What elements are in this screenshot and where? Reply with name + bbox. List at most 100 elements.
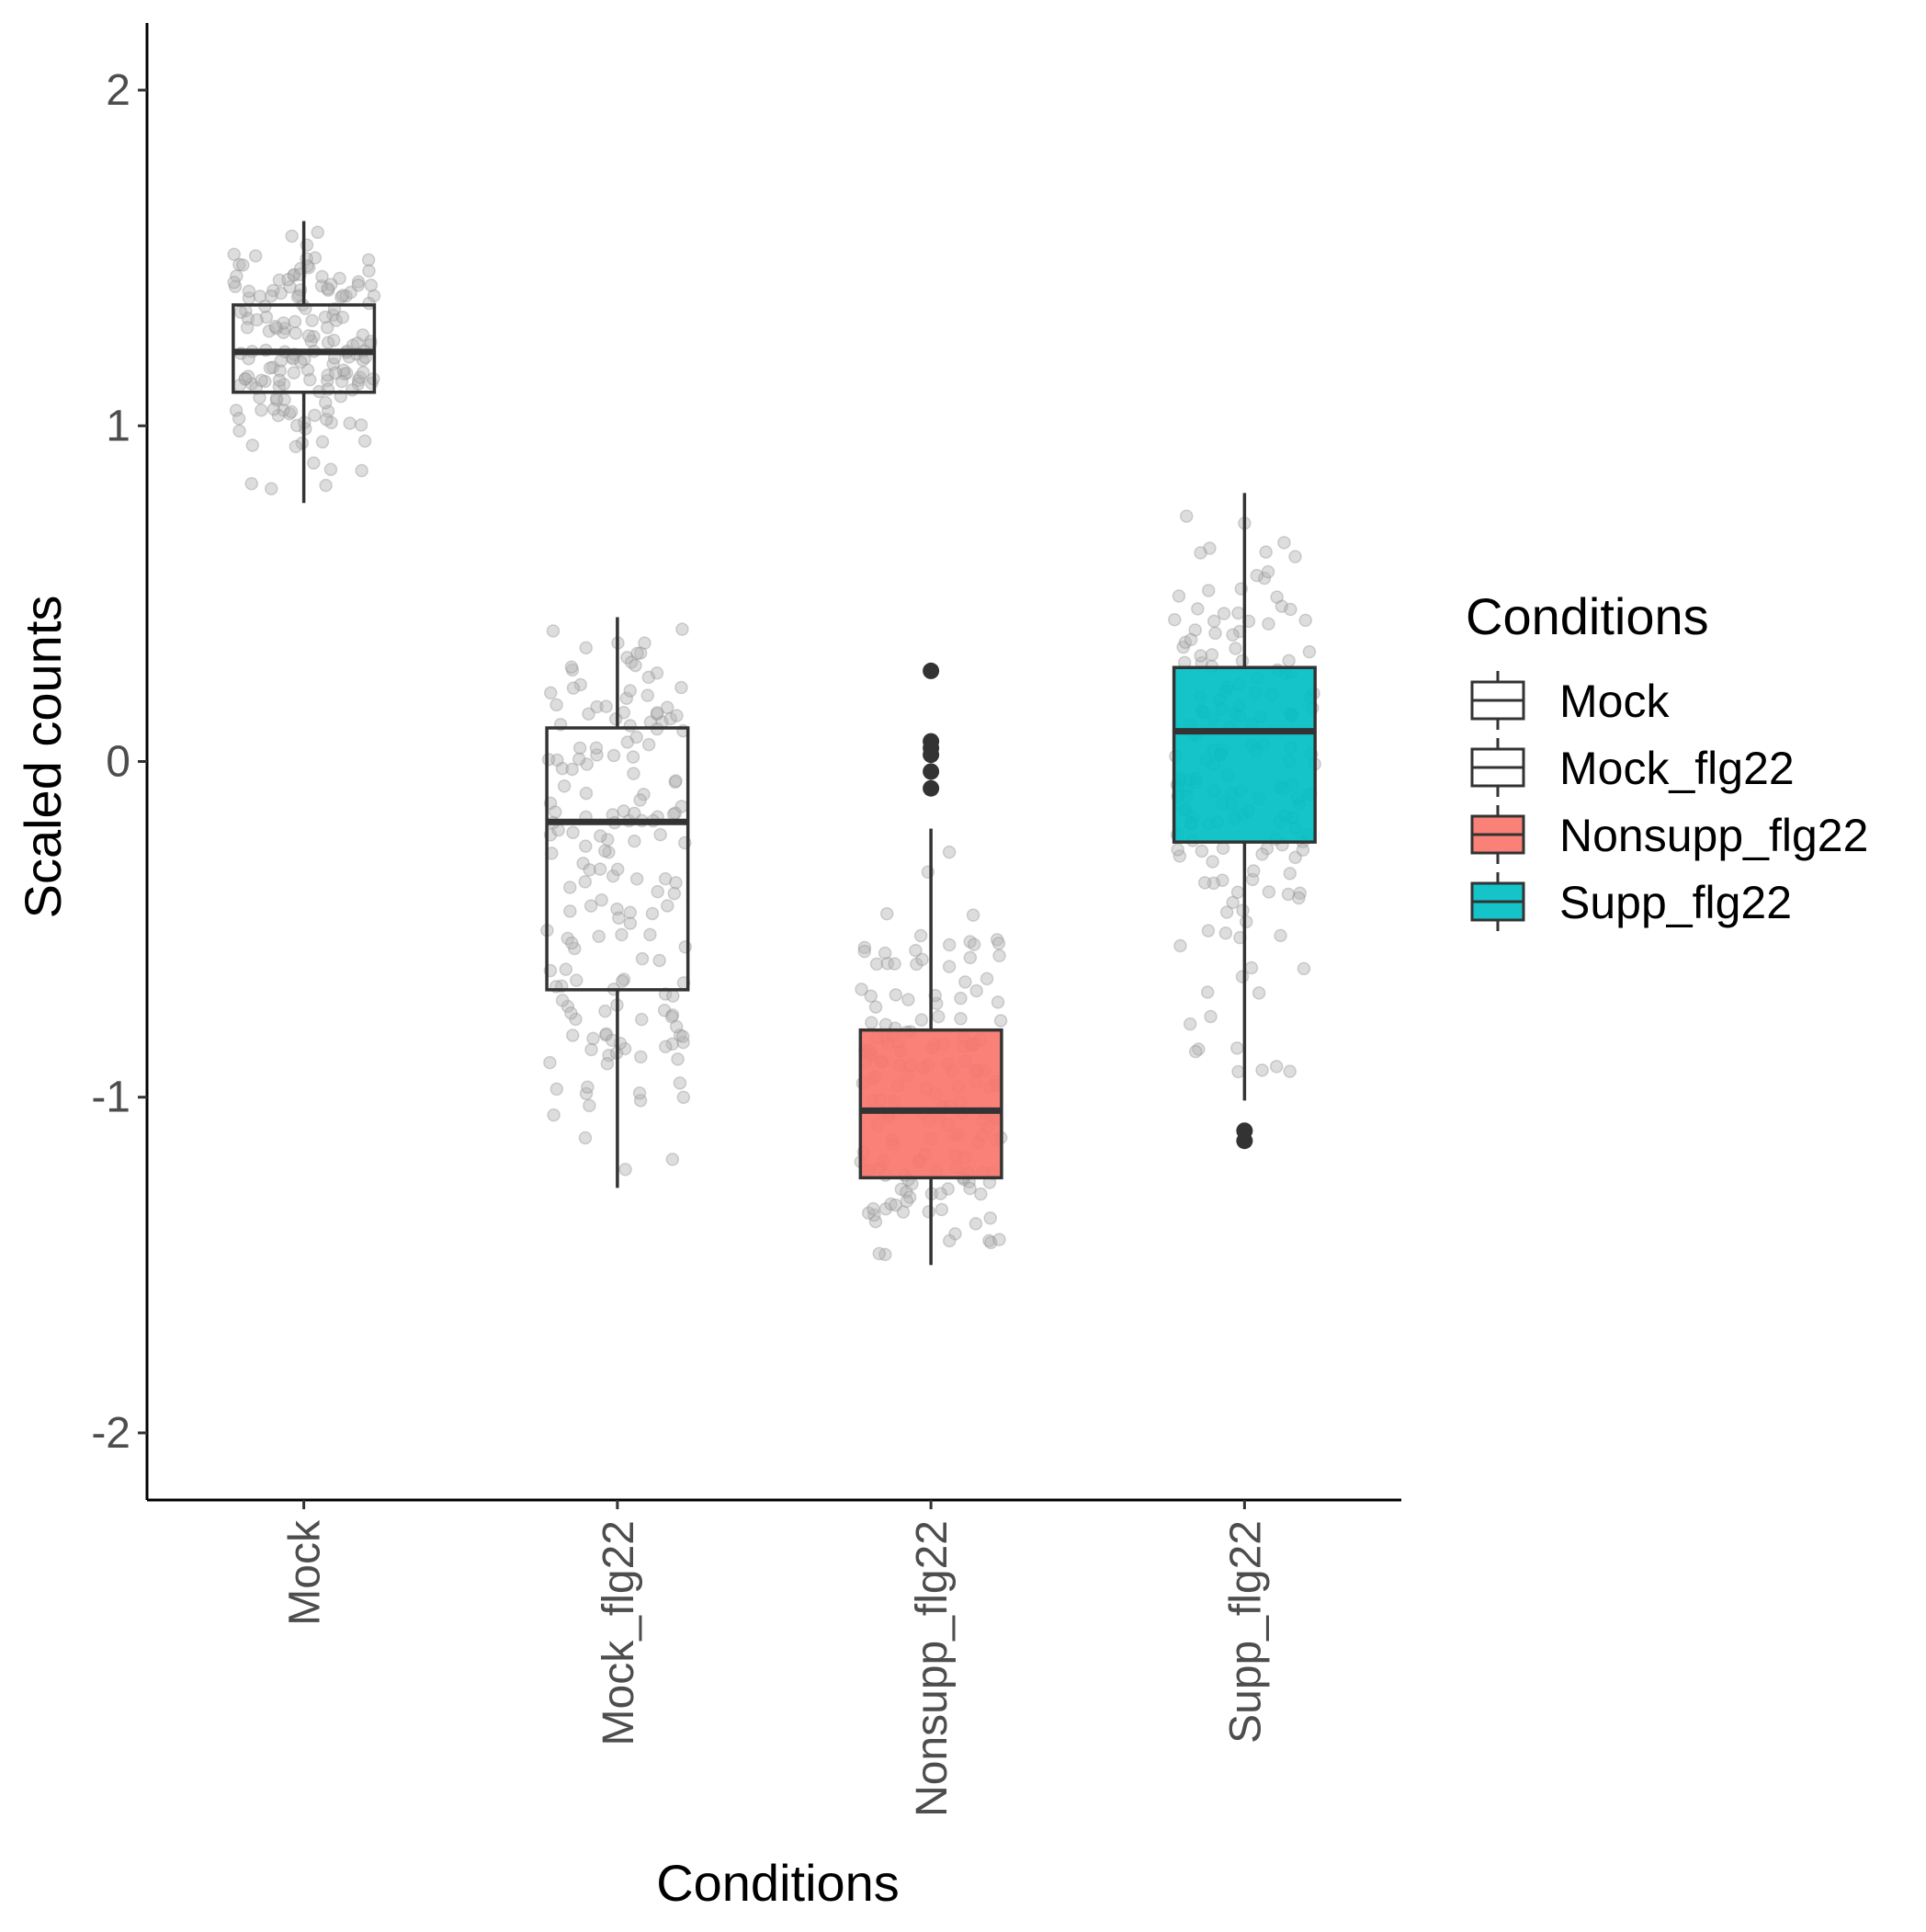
jitter-point <box>651 706 664 720</box>
jitter-point <box>880 957 895 971</box>
jitter-point <box>242 284 256 299</box>
jitter-point <box>546 624 561 638</box>
jitter-point <box>367 289 381 303</box>
jitter-point <box>584 1042 598 1057</box>
jitter-point <box>1235 653 1250 668</box>
jitter-point <box>963 1181 977 1196</box>
jitter-point <box>241 312 255 325</box>
jitter-point <box>328 366 343 381</box>
jitter-point <box>617 972 631 986</box>
jitter-point <box>1283 867 1297 881</box>
x-tick-label: Mock <box>281 1519 330 1626</box>
iqr-box <box>858 1028 1003 1180</box>
jitter-point <box>339 366 354 381</box>
jitter-point <box>1292 891 1306 905</box>
jitter-point <box>555 994 570 1007</box>
jitter-point <box>855 983 868 996</box>
jitter-point <box>320 321 334 335</box>
jitter-point <box>255 373 268 388</box>
jitter-point <box>579 786 594 801</box>
jitter-point <box>573 677 588 692</box>
jitter-point <box>983 1211 997 1225</box>
jitter-point <box>277 377 291 392</box>
jitter-point <box>1201 584 1216 597</box>
jitter-point <box>278 322 292 335</box>
jitter-point <box>311 225 324 240</box>
jitter-point <box>285 229 299 244</box>
jitter-point <box>579 1086 594 1101</box>
box-supp-flg22 <box>1172 493 1317 1150</box>
jitter-point <box>673 1076 687 1090</box>
jitter-point <box>1208 626 1222 641</box>
jitter-point <box>320 413 334 426</box>
iqr-box <box>1172 665 1317 844</box>
jitter-points <box>227 225 1321 1262</box>
jitter-point <box>578 1131 593 1145</box>
jitter-point <box>549 805 562 819</box>
jitter-point <box>624 655 639 669</box>
jitter-point <box>582 707 595 722</box>
legend-label: Mock_flg22 <box>1559 743 1795 794</box>
jitter-point <box>864 989 878 1003</box>
jitter-point <box>351 278 366 292</box>
jitter-point <box>1226 895 1240 910</box>
jitter-point <box>320 373 334 388</box>
jitter-point <box>550 753 564 767</box>
jitter-point <box>351 377 366 391</box>
jitter-point <box>670 709 684 722</box>
jitter-point <box>676 1035 690 1050</box>
jitter-point <box>598 1004 612 1018</box>
jitter-point <box>598 844 612 858</box>
jitter-point <box>966 908 980 922</box>
jitter-point <box>1250 568 1264 583</box>
jitter-point <box>284 404 299 419</box>
jitter-point <box>321 404 335 418</box>
jitter-point <box>248 249 263 263</box>
jitter-point <box>334 374 349 389</box>
jitter-point <box>623 684 637 698</box>
jitter-point <box>1201 924 1216 938</box>
jitter-point <box>1293 886 1308 901</box>
jitter-point <box>566 1029 580 1042</box>
jitter-point <box>565 663 580 677</box>
jitter-point <box>967 938 981 951</box>
jitter-point <box>303 372 317 387</box>
y-tick-label: -1 <box>91 1074 130 1122</box>
jitter-point <box>620 651 634 665</box>
jitter-point <box>1274 928 1287 943</box>
jitter-point <box>1252 986 1266 1000</box>
jitter-point <box>1216 841 1230 856</box>
jitter-point <box>566 681 581 695</box>
jitter-point <box>1183 1017 1197 1031</box>
jitter-point <box>274 286 288 301</box>
jitter-point <box>612 911 626 925</box>
jitter-point <box>314 278 329 293</box>
jitter-point <box>1288 850 1302 865</box>
jitter-point <box>618 1163 632 1176</box>
jitter-point <box>357 366 370 380</box>
jitter-point <box>1188 623 1202 637</box>
jitter-point <box>321 335 335 349</box>
jitter-point <box>318 310 333 324</box>
box-mock <box>232 221 377 504</box>
jitter-point <box>564 660 579 674</box>
jitter-point <box>289 326 303 340</box>
jitter-point <box>572 741 587 756</box>
jitter-point <box>615 974 629 988</box>
jitter-point <box>578 875 593 889</box>
jitter-point <box>653 827 667 842</box>
jitter-point <box>868 1000 883 1014</box>
jitter-point <box>948 1227 962 1241</box>
legend-title: Conditions <box>1466 587 1709 645</box>
jitter-point <box>669 774 683 788</box>
jitter-point <box>982 1233 996 1248</box>
jitter-point <box>599 699 613 713</box>
jitter-point <box>675 1029 690 1043</box>
jitter-point <box>901 993 915 1006</box>
jitter-point <box>301 329 316 343</box>
jitter-point <box>651 884 664 899</box>
jitter-point <box>1236 903 1250 917</box>
jitter-point <box>900 1185 913 1199</box>
jitter-point <box>1184 632 1198 647</box>
